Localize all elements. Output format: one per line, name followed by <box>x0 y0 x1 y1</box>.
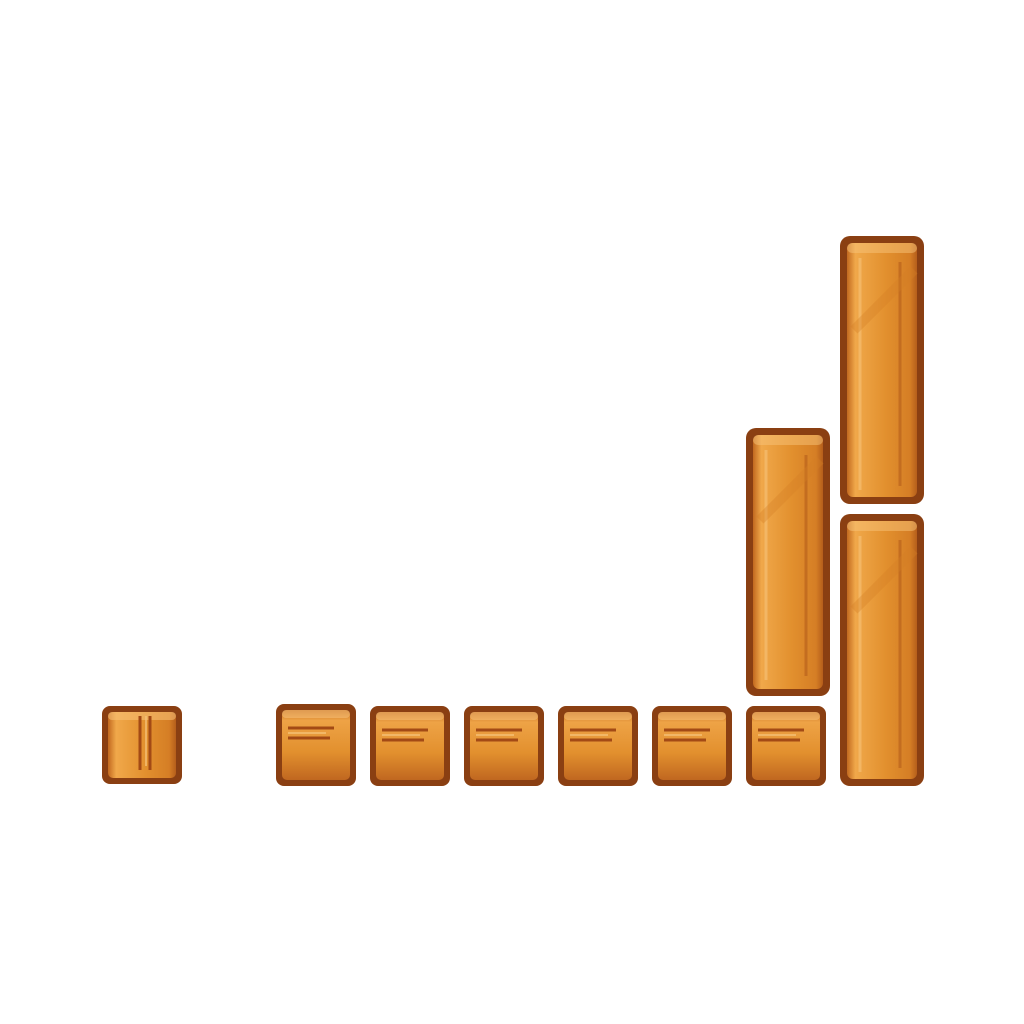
small-block-horizontal <box>558 706 638 786</box>
tall-plank-bottom <box>840 514 924 786</box>
tall-plank-top <box>840 236 924 504</box>
small-block-horizontal <box>746 706 826 786</box>
small-block-horizontal <box>370 706 450 786</box>
small-block-vertical <box>102 706 182 784</box>
small-block-horizontal <box>652 706 732 786</box>
small-block-horizontal <box>276 704 356 786</box>
tall-plank-middle <box>746 428 830 696</box>
small-block-row <box>276 704 826 786</box>
small-block-horizontal <box>464 706 544 786</box>
